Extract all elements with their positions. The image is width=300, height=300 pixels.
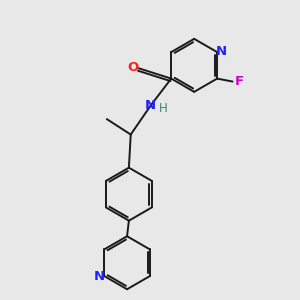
Text: F: F — [235, 75, 244, 88]
Text: H: H — [158, 102, 167, 115]
Text: N: N — [216, 45, 227, 58]
Text: N: N — [145, 99, 156, 112]
Text: O: O — [128, 61, 139, 74]
Text: N: N — [93, 270, 104, 283]
